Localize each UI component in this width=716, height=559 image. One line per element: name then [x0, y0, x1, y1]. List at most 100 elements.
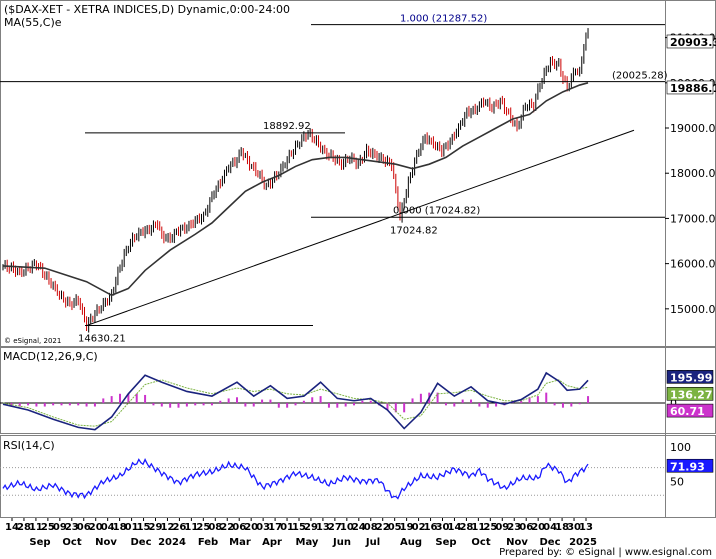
- x-day-label: 29: [304, 522, 318, 533]
- macd-layer: [0, 371, 665, 431]
- rsi-layer: [0, 458, 665, 500]
- x-day-label: 08: [208, 522, 222, 533]
- x-day-label: 08: [364, 522, 378, 533]
- x-day-label: 01: [280, 522, 294, 533]
- x-day-label: 20: [244, 522, 258, 533]
- price-layer: 1.000 (21287.52) (20025.28) 18892.92 0.000 …: [0, 14, 668, 345]
- x-month-label: Sep: [435, 537, 456, 548]
- x-day-label: 14: [5, 522, 19, 533]
- rsi-tick-label: 50: [670, 475, 684, 488]
- low-14630-label: 14630.21: [78, 334, 126, 345]
- x-day-label: 05: [388, 522, 402, 533]
- footer-credit: Prepared by: © eSignal | www.esignal.com: [499, 547, 712, 558]
- x-axis: 1428112509230620041801152912261125082206…: [5, 518, 597, 548]
- x-month-label: 2025: [569, 537, 597, 548]
- macd-line: [2, 371, 589, 431]
- x-day-label: 09: [53, 522, 67, 533]
- price-tick-label: 18000.00: [670, 167, 716, 180]
- x-day-label: 24: [352, 522, 366, 533]
- support-trendline: [86, 129, 635, 327]
- last-price-value: 20903.39: [670, 36, 716, 49]
- x-day-label: 09: [495, 522, 509, 533]
- macd-value: 195.99: [670, 371, 712, 384]
- y-axis: 21000.0020000.0019000.0018000.0017000.00…: [665, 32, 716, 488]
- x-day-label: 06: [519, 522, 533, 533]
- x-day-label: 20: [89, 522, 103, 533]
- x-day-label: 30: [436, 522, 450, 533]
- fib-1000-label: 1.000 (21287.52): [400, 14, 487, 25]
- x-day-label: 06: [77, 522, 91, 533]
- x-month-label: Mar: [229, 537, 251, 548]
- macd-histogram-value-box: [666, 403, 714, 418]
- x-month-label: Aug: [400, 537, 422, 548]
- ma-value: 19886.16: [670, 82, 716, 95]
- x-day-label: 20: [531, 522, 545, 533]
- rsi-title: RSI(14,C): [3, 439, 55, 452]
- x-month-label: Jul: [365, 537, 380, 548]
- ma-indicator-label: MA(55,C)e: [4, 16, 62, 29]
- x-day-label: 30: [567, 522, 581, 533]
- macd-signal-line: [2, 379, 589, 427]
- x-day-label: 11: [184, 522, 198, 533]
- x-day-label: 26: [172, 522, 186, 533]
- x-day-label: 13: [316, 522, 330, 533]
- macd-signal-value-box: [666, 387, 714, 401]
- x-month-label: Oct: [471, 537, 490, 548]
- x-day-label: 10: [340, 522, 354, 533]
- low-17024-label: 17024.82: [390, 225, 438, 236]
- x-day-label: 12: [160, 522, 174, 533]
- x-month-label: May: [296, 537, 319, 548]
- price-tick-label: 15000.00: [670, 303, 716, 316]
- x-day-label: 15: [137, 522, 151, 533]
- ma-value-box: [666, 80, 714, 95]
- x-day-label: 25: [41, 522, 55, 533]
- x-month-label: Feb: [198, 537, 218, 548]
- rsi-value-box: [666, 458, 714, 473]
- x-day-label: 04: [101, 522, 115, 533]
- x-month-label: Dec: [539, 537, 560, 548]
- rsi-panel-frame: [0, 435, 716, 518]
- high-18892-label: 18892.92: [263, 121, 311, 132]
- x-day-label: 11: [29, 522, 43, 533]
- price-panel-frame: [0, 0, 716, 347]
- x-day-label: 23: [65, 522, 79, 533]
- x-day-label: 29: [149, 522, 163, 533]
- x-day-label: 15: [292, 522, 306, 533]
- x-day-label: 25: [196, 522, 210, 533]
- macd-tick-label: 0: [670, 397, 677, 410]
- x-day-label: 27: [328, 522, 342, 533]
- x-month-label: Dec: [130, 537, 151, 548]
- x-day-label: 25: [483, 522, 497, 533]
- last-price-value-box: [666, 34, 714, 49]
- x-day-label: 13: [579, 522, 593, 533]
- macd-title: MACD(12,26,9,C): [3, 350, 98, 363]
- symbol-title: ($DAX-XET - XETRA INDICES,D) Dynamic,0:0…: [4, 3, 290, 16]
- level-20025-label: (20025.28): [612, 71, 668, 82]
- rsi-tick-label: 100: [670, 441, 691, 454]
- x-day-label: 14: [447, 522, 461, 533]
- x-month-label: Jun: [332, 537, 351, 548]
- x-day-label: 17: [268, 522, 282, 533]
- rsi-line: [2, 458, 589, 500]
- x-month-label: 2024: [158, 537, 186, 548]
- rsi-value: 71.93: [670, 460, 705, 473]
- price-tick-label: 16000.00: [670, 258, 716, 271]
- x-day-label: 11: [471, 522, 485, 533]
- x-day-label: 22: [220, 522, 234, 533]
- x-day-label: 06: [232, 522, 246, 533]
- x-month-label: Oct: [62, 537, 81, 548]
- x-day-label: 22: [376, 522, 390, 533]
- x-day-label: 28: [459, 522, 473, 533]
- x-day-label: 04: [543, 522, 557, 533]
- x-day-label: 19: [400, 522, 414, 533]
- x-day-label: 16: [424, 522, 438, 533]
- x-day-label: 18: [113, 522, 127, 533]
- x-day-label: 28: [17, 522, 31, 533]
- x-day-label: 18: [555, 522, 569, 533]
- x-month-label: Apr: [262, 537, 282, 548]
- copyright-small: © eSignal, 2021: [4, 337, 61, 345]
- macd-signal-value: 136.27: [670, 388, 712, 401]
- ma55-line: [2, 82, 589, 297]
- x-day-label: 02: [412, 522, 426, 533]
